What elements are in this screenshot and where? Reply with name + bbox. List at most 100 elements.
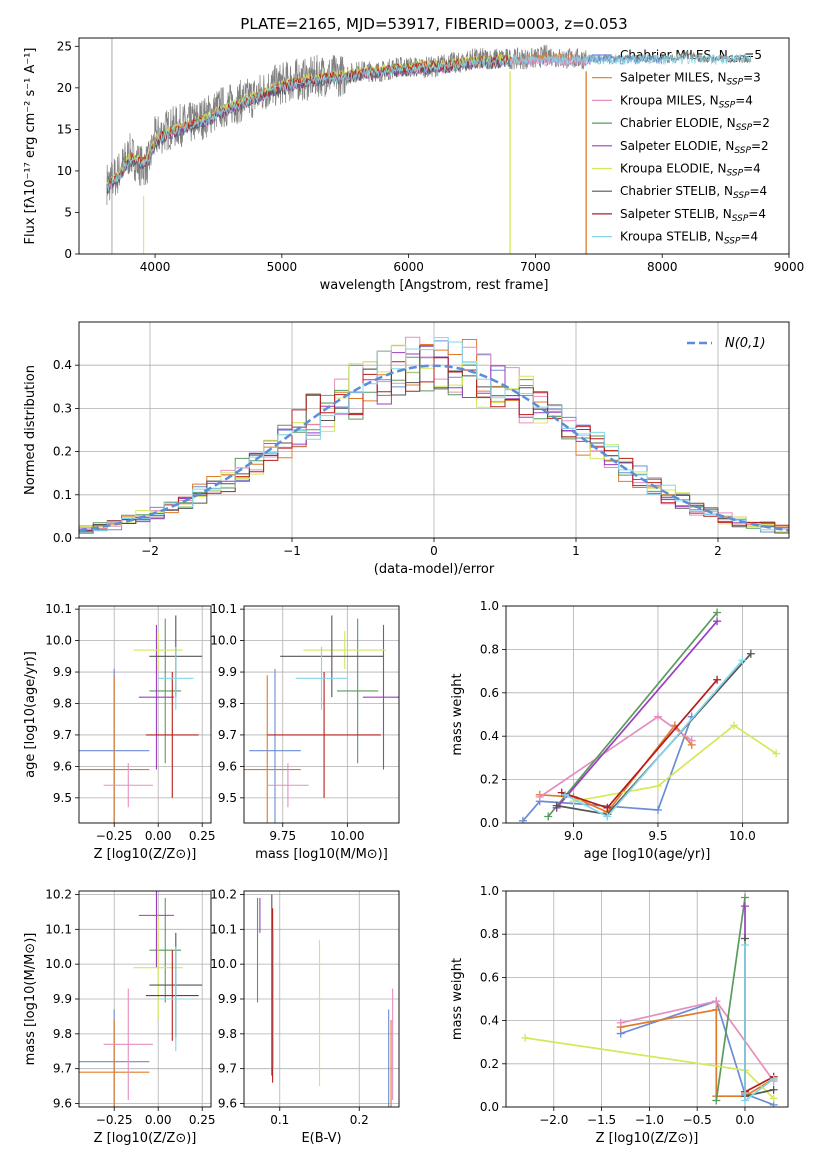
x-tick-label: 0.1 [270, 1113, 289, 1127]
legend-name: Kroupa ELODIE, N [620, 162, 727, 176]
x-tick-label: 9.5 [648, 829, 667, 843]
x-tick-label: −0.25 [96, 1113, 133, 1127]
legend-sub: SSP [733, 191, 750, 201]
series-marker [712, 997, 721, 1006]
series-line [744, 945, 775, 1103]
x-axis-label: wavelength [Angstrom, rest frame] [320, 278, 549, 293]
x-tick-label: 8000 [647, 260, 678, 274]
x-tick-label: −1.5 [587, 1113, 616, 1127]
y-tick-label: 0.8 [480, 927, 499, 941]
plot-area [79, 615, 203, 823]
y-tick-label: 0.6 [480, 686, 499, 700]
y-axis-label: age [log10(age/yr)] [23, 651, 38, 778]
y-tick-label: 9.8 [218, 696, 237, 710]
series-marker [713, 608, 722, 617]
series-marker [552, 801, 561, 810]
y-axis-label: mass [log10(M/M⊙)] [23, 933, 38, 1066]
y-tick-label: 9.6 [53, 1097, 72, 1111]
y-tick-label: 10.0 [210, 634, 237, 648]
legend-name: Salpeter ELODIE, N [620, 139, 734, 153]
y-axis-label: mass weight [450, 958, 465, 1040]
series-marker [729, 721, 738, 730]
plot-mass_weight_vs_Z: −2.0 −1.5 −1.0 −0.5 0.0 0.0 0.2 0.4 0.6 0.8 1.0 Z [… [450, 884, 789, 1146]
y-tick-label: 0.1 [53, 488, 72, 502]
axes-frame [78, 37, 790, 255]
x-tick-label: 0.25 [189, 1113, 216, 1127]
series-line [539, 715, 693, 798]
x-tick-label: −2.0 [539, 1113, 568, 1127]
y-tick-label: 1.0 [480, 884, 499, 898]
y-tick-label: 9.8 [53, 696, 72, 710]
series-line [547, 611, 718, 818]
y-tick-label: 9.5 [53, 791, 72, 805]
x-tick-label: −0.25 [96, 829, 133, 843]
legend-entry: Salpeter ELODIE, NSSP=2 [620, 139, 769, 156]
y-tick-label: 9.9 [218, 665, 237, 679]
legend-entry: Chabrier STELIB, NSSP=4 [620, 184, 767, 201]
legend-suffix: =4 [743, 162, 761, 176]
series-marker [653, 782, 662, 791]
y-tick-label: 9.8 [53, 1027, 72, 1041]
series-marker [603, 812, 612, 821]
legend-entry: Chabrier ELODIE, NSSP=2 [620, 116, 770, 133]
axes-frame [243, 605, 400, 824]
y-tick-label: 10.1 [210, 922, 237, 936]
series-marker [740, 902, 749, 911]
x-axis-label: Z [log10(Z/Z⊙)] [596, 1131, 699, 1146]
y-tick-label: 9.8 [218, 1027, 237, 1041]
series-line [556, 653, 752, 816]
legend-suffix: =3 [743, 71, 761, 85]
legend-suffix: =4 [740, 230, 758, 244]
y-tick-label: 0.0 [480, 816, 499, 830]
x-tick-label: 6000 [393, 260, 424, 274]
y-tick-label: 0.0 [480, 1100, 499, 1114]
y-tick-label: 9.7 [53, 1062, 72, 1076]
y-tick-label: 0.3 [53, 401, 72, 415]
y-tick-label: 10.2 [45, 887, 72, 901]
series-line [744, 938, 774, 1098]
y-axis-label: Flux [fλ10⁻¹⁷ erg cm⁻² s⁻¹ A⁻¹] [23, 48, 38, 245]
plot-mass_vs_ebv: 0.1 0.2 9.6 9.7 9.8 9.9 10.0 10.1 10.2 E(B-V) [210, 887, 400, 1146]
y-tick-label: 10.0 [45, 957, 72, 971]
series-line [573, 724, 777, 803]
legend-name: Kroupa STELIB, N [620, 230, 724, 244]
x-tick-label: 0.00 [145, 1113, 172, 1127]
y-axis-label: mass weight [450, 673, 465, 755]
series-marker [616, 1018, 625, 1027]
y-tick-label: 15 [57, 122, 72, 136]
legend-sub: SSP [732, 214, 749, 224]
axes-frame [505, 890, 789, 1108]
y-tick-label: 0 [64, 247, 72, 261]
series-marker [653, 805, 662, 814]
series-marker [738, 656, 747, 665]
legend-sub: SSP [734, 146, 751, 156]
series-marker [740, 1096, 749, 1105]
plot-area [79, 336, 789, 534]
y-tick-label: 9.9 [53, 992, 72, 1006]
series-marker [535, 792, 544, 801]
legend-sub: SSP [727, 169, 744, 179]
series-marker [712, 1005, 721, 1014]
y-tick-label: 9.9 [53, 665, 72, 679]
y-tick-label: 0.2 [53, 445, 72, 459]
plot-residuals: −2 −1 0 1 2 0.0 0.1 0.2 0.3 0.4 (data-model)/error… [23, 321, 790, 577]
histogram-series [79, 337, 789, 532]
series-marker [713, 675, 722, 684]
plot-mass_vs_Z: −0.25 0.00 0.25 9.6 9.7 9.8 9.9 10.0 10.1 10.2 Z [… [23, 887, 216, 1146]
y-tick-label: 1.0 [480, 599, 499, 613]
y-tick-label: 10.2 [210, 887, 237, 901]
model-line [106, 52, 587, 190]
series-marker [603, 803, 612, 812]
series-marker [712, 1096, 721, 1105]
legend-name: Chabrier STELIB, N [620, 184, 733, 198]
x-axis-label: age [log10(age/yr)] [584, 847, 711, 862]
series-marker [769, 1074, 778, 1083]
y-tick-label: 0.4 [53, 358, 72, 372]
y-tick-label: 0.2 [480, 1057, 499, 1071]
y-tick-label: 10.1 [45, 602, 72, 616]
x-tick-label: 10.00 [330, 829, 364, 843]
y-tick-label: 9.9 [218, 992, 237, 1006]
legend-suffix: =4 [750, 184, 768, 198]
x-tick-label: 9.0 [564, 829, 583, 843]
